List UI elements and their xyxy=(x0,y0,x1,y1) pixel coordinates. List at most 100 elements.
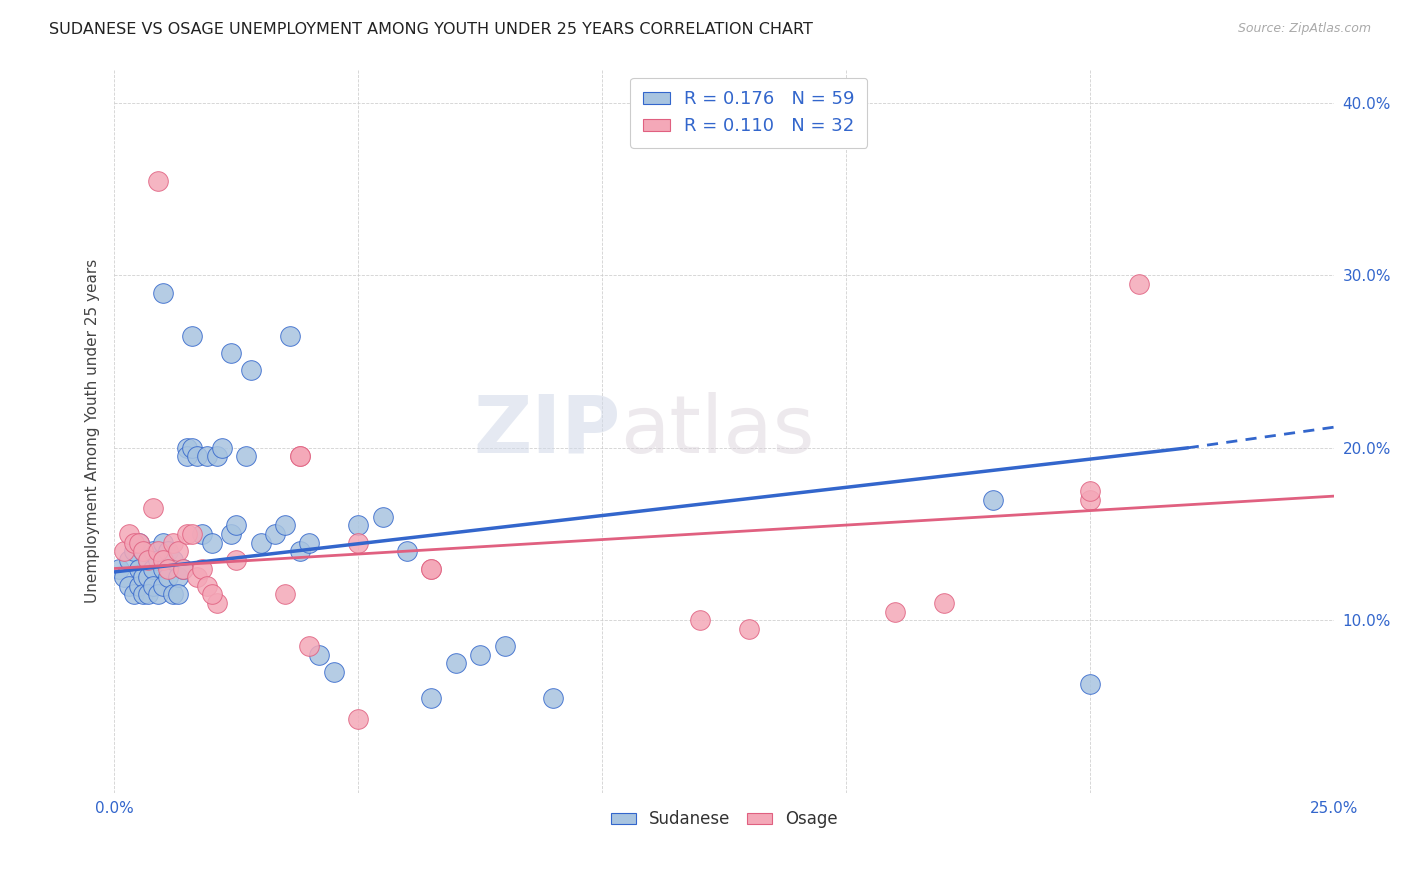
Point xyxy=(181,328,204,343)
Point xyxy=(494,639,516,653)
Point xyxy=(128,561,150,575)
Point xyxy=(112,544,135,558)
Point xyxy=(308,648,330,662)
Point xyxy=(142,501,165,516)
Point xyxy=(152,553,174,567)
Point xyxy=(152,285,174,300)
Point xyxy=(181,441,204,455)
Point xyxy=(112,570,135,584)
Y-axis label: Unemployment Among Youth under 25 years: Unemployment Among Youth under 25 years xyxy=(86,259,100,603)
Point xyxy=(132,587,155,601)
Point xyxy=(932,596,955,610)
Point xyxy=(162,535,184,549)
Point xyxy=(201,535,224,549)
Point xyxy=(201,587,224,601)
Point xyxy=(166,544,188,558)
Point xyxy=(146,173,169,187)
Point xyxy=(543,690,565,705)
Point xyxy=(195,579,218,593)
Point xyxy=(146,553,169,567)
Point xyxy=(1078,677,1101,691)
Point xyxy=(191,527,214,541)
Point xyxy=(371,509,394,524)
Point xyxy=(225,553,247,567)
Point xyxy=(122,535,145,549)
Point xyxy=(162,553,184,567)
Point xyxy=(420,561,443,575)
Point xyxy=(152,561,174,575)
Point xyxy=(122,544,145,558)
Point xyxy=(249,535,271,549)
Point xyxy=(298,535,321,549)
Text: SUDANESE VS OSAGE UNEMPLOYMENT AMONG YOUTH UNDER 25 YEARS CORRELATION CHART: SUDANESE VS OSAGE UNEMPLOYMENT AMONG YOU… xyxy=(49,22,813,37)
Point xyxy=(347,518,370,533)
Point xyxy=(122,587,145,601)
Point xyxy=(205,596,228,610)
Text: atlas: atlas xyxy=(620,392,815,469)
Point xyxy=(181,527,204,541)
Point xyxy=(981,492,1004,507)
Point xyxy=(152,579,174,593)
Point xyxy=(264,527,287,541)
Point xyxy=(195,450,218,464)
Point xyxy=(395,544,418,558)
Point xyxy=(156,561,179,575)
Point xyxy=(884,605,907,619)
Point xyxy=(118,579,141,593)
Point xyxy=(221,527,243,541)
Point xyxy=(211,441,233,455)
Point xyxy=(128,535,150,549)
Legend: Sudanese, Osage: Sudanese, Osage xyxy=(603,804,845,835)
Point xyxy=(108,561,131,575)
Point xyxy=(138,587,160,601)
Point xyxy=(138,553,160,567)
Text: Source: ZipAtlas.com: Source: ZipAtlas.com xyxy=(1237,22,1371,36)
Point xyxy=(1128,277,1150,291)
Point xyxy=(146,544,169,558)
Point xyxy=(235,450,257,464)
Point xyxy=(162,587,184,601)
Point xyxy=(132,570,155,584)
Point xyxy=(156,570,179,584)
Point xyxy=(138,553,160,567)
Point xyxy=(322,665,344,679)
Point xyxy=(146,587,169,601)
Point xyxy=(172,561,194,575)
Point xyxy=(152,535,174,549)
Point xyxy=(191,561,214,575)
Point xyxy=(132,544,155,558)
Point xyxy=(274,587,297,601)
Point xyxy=(444,657,467,671)
Point xyxy=(118,527,141,541)
Point xyxy=(420,690,443,705)
Point xyxy=(128,535,150,549)
Point xyxy=(142,561,165,575)
Point xyxy=(347,712,370,726)
Point xyxy=(142,579,165,593)
Point xyxy=(470,648,492,662)
Point xyxy=(1078,483,1101,498)
Point xyxy=(347,535,370,549)
Point xyxy=(118,553,141,567)
Point xyxy=(156,544,179,558)
Point xyxy=(166,570,188,584)
Point xyxy=(186,570,208,584)
Point xyxy=(172,561,194,575)
Point xyxy=(176,527,198,541)
Point xyxy=(176,441,198,455)
Point xyxy=(278,328,301,343)
Point xyxy=(298,639,321,653)
Point xyxy=(138,570,160,584)
Point xyxy=(274,518,297,533)
Point xyxy=(288,544,311,558)
Point xyxy=(420,561,443,575)
Point xyxy=(689,613,711,627)
Point xyxy=(132,544,155,558)
Text: ZIP: ZIP xyxy=(474,392,620,469)
Point xyxy=(166,587,188,601)
Point xyxy=(128,579,150,593)
Point xyxy=(186,450,208,464)
Point xyxy=(205,450,228,464)
Point xyxy=(176,450,198,464)
Point xyxy=(288,450,311,464)
